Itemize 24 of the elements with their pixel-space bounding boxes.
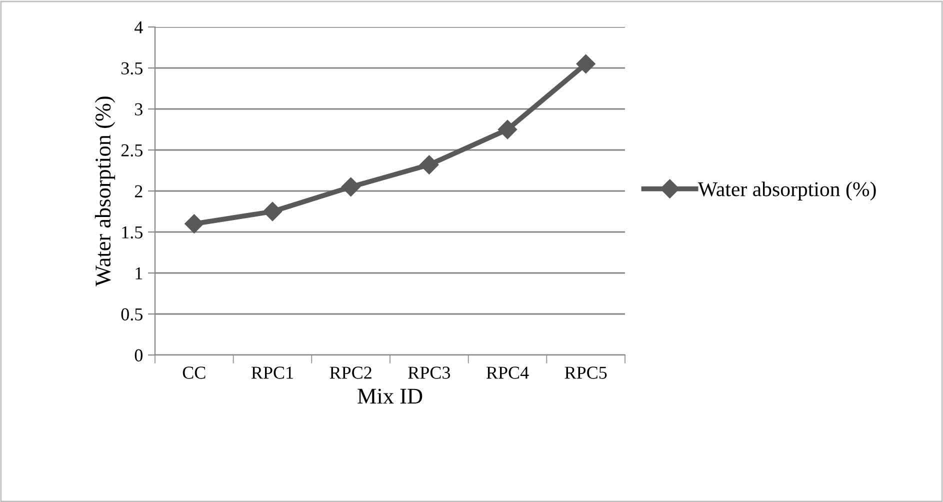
x-tick-label: RPC1: [251, 366, 293, 379]
point: [262, 202, 282, 222]
y-tick-label: 3: [135, 103, 142, 116]
y-tick-label: 3.5: [121, 62, 142, 75]
point: [498, 120, 518, 140]
point: [576, 54, 596, 74]
x-tick-label: RPC4: [486, 366, 529, 379]
x-tick-label: RPC3: [408, 366, 450, 379]
y-tick-label: 0: [134, 349, 143, 362]
x-axis-title: Mix ID: [358, 388, 422, 404]
y-tick-label: 4: [134, 21, 143, 34]
x-tick-label: CC: [182, 366, 206, 379]
y-tick-label: 2: [134, 185, 142, 198]
x-tick-label: RPC2: [330, 366, 372, 379]
y-axis-title: Water absorption (%): [94, 96, 116, 286]
x-tick-label: RPC5: [564, 366, 607, 379]
y-tick-label: 0.5: [121, 308, 142, 321]
point: [184, 214, 204, 234]
y-tick-label: 2.5: [121, 144, 142, 157]
point: [420, 155, 439, 174]
y-tick-label: 1.5: [122, 226, 142, 239]
point: [341, 177, 360, 196]
legend-label: Water absorption (%): [698, 182, 876, 201]
y-tick-label: 1: [136, 267, 142, 280]
